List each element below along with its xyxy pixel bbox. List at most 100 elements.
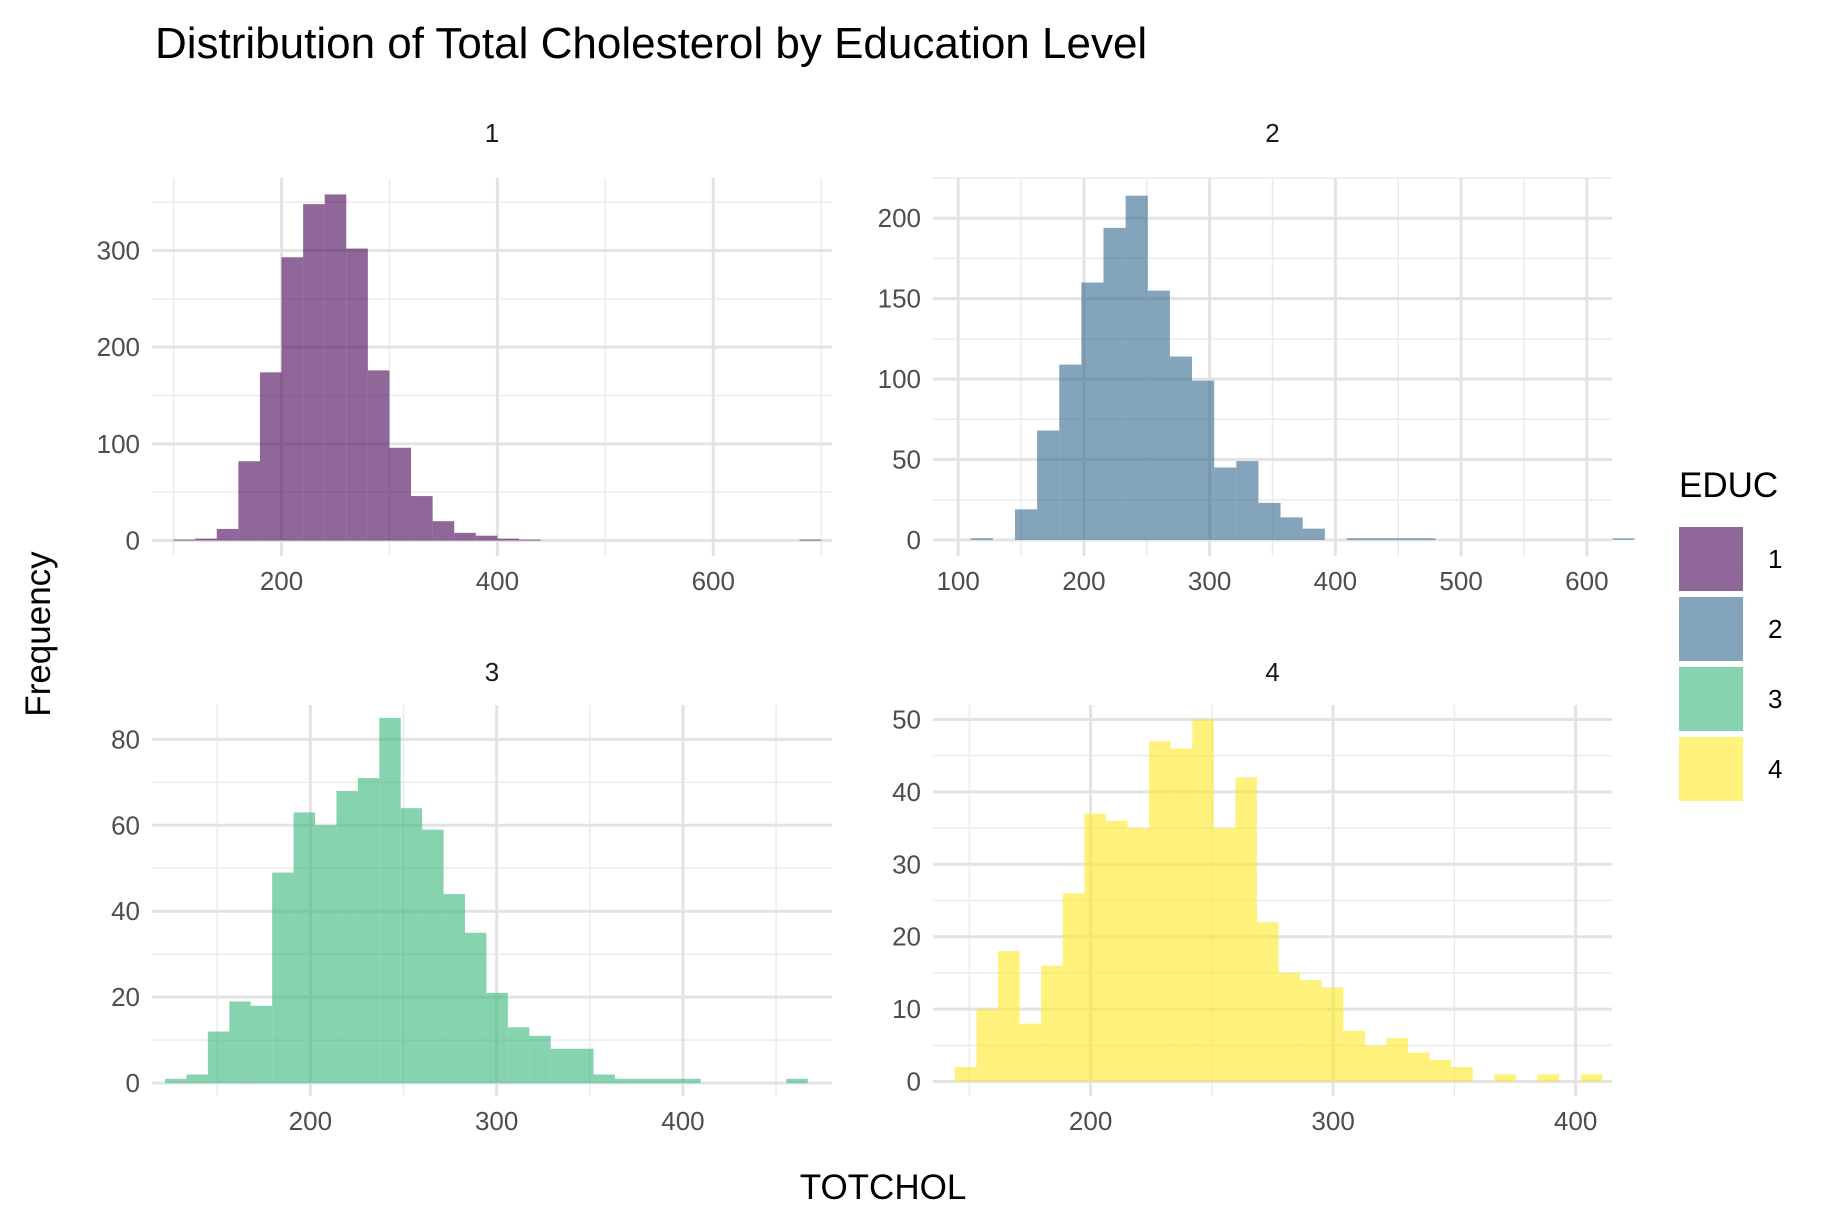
histogram-bar [400,808,423,1084]
facet-strip-label: 1 [485,118,499,148]
x-tick-label: 400 [1314,566,1357,596]
y-axis-title: Frequency [19,551,58,717]
histogram-bar [1386,1038,1409,1082]
histogram-bar [1084,813,1106,1082]
histogram-bar [1214,467,1237,540]
y-tick-label: 60 [111,810,140,840]
x-tick-label: 400 [476,566,519,596]
histogram-bar [572,1048,594,1084]
x-tick-label: 600 [692,566,735,596]
legend-key-swatch [1679,597,1743,661]
histogram-bar [1343,1030,1365,1082]
x-tick-label: 200 [1062,566,1105,596]
histogram-bar [1170,748,1193,1082]
histogram-bar [1369,538,1392,540]
histogram-bar [281,257,304,541]
facet-strip-label: 3 [485,657,499,687]
y-tick-label: 100 [878,364,921,394]
histogram-bar [432,521,455,541]
histogram-bar [195,538,217,541]
histogram-bar [367,370,390,541]
facet-panel-1: 1 200 400 600 0 100 200 300 [97,118,832,596]
histogram-bar [1258,502,1281,540]
histogram-bar [454,532,476,541]
histogram-bar [464,932,487,1084]
histogram-bar [346,248,368,541]
histogram-bar [1125,195,1148,540]
histogram-bar [1537,1074,1560,1082]
histogram-bar [1103,227,1126,540]
histogram-bar [186,1074,208,1084]
histogram-bar [1321,987,1344,1082]
histogram-bar [529,1035,551,1084]
y-tick-label: 80 [111,724,140,754]
facet-panel-2: 2 100 200 300 400 500 600 0 50 100 150 200 [878,118,1635,596]
legend-key-label: 2 [1768,614,1782,644]
y-tick-label: 300 [97,236,140,266]
histogram-bar [1494,1074,1516,1082]
y-tick-label: 0 [126,1068,140,1098]
facet-panel-3: 3 200 300 400 0 20 40 60 80 [111,657,832,1136]
histogram-bar [207,1031,230,1084]
x-tick-label: 200 [260,566,303,596]
histogram-bar [1300,980,1322,1082]
histogram-bar [1081,282,1104,540]
histogram-bar [1019,1023,1042,1082]
y-tick-label: 200 [97,332,140,362]
histogram-bar [1612,538,1635,540]
legend: EDUC 1 2 3 4 [1679,466,1782,801]
histogram-bar [799,539,822,541]
facet-panel-4: 4 200 300 400 0 10 20 30 40 50 [892,657,1612,1136]
histogram-bar [1280,517,1303,540]
x-tick-label: 300 [1311,1106,1354,1136]
histogram-bar [293,812,316,1084]
histogram-bar [379,717,401,1084]
histogram-bar [1413,538,1436,540]
histogram-bar [507,1027,530,1084]
y-tick-label: 50 [892,444,921,474]
histogram-bar [259,372,282,541]
histogram-bar [1169,356,1193,540]
legend-key-swatch [1679,737,1743,801]
histogram-bar [636,1078,658,1084]
histogram-bar [497,538,519,541]
histogram-bar [1014,509,1038,540]
x-tick-label: 300 [1188,566,1231,596]
histogram-bar [1346,538,1370,540]
y-tick-label: 40 [111,896,140,926]
histogram-bar [1391,538,1414,540]
x-tick-label: 200 [289,1106,332,1136]
histogram-bar [786,1078,808,1084]
histogram-bar [954,1067,977,1082]
histogram-bar [1037,430,1060,540]
histogram-bar [593,1074,615,1084]
histogram-bar [550,1048,573,1084]
histogram-bar [229,1001,251,1084]
histogram-bar [303,204,325,541]
chart-title: Distribution of Total Cholesterol by Edu… [155,19,1147,68]
legend-key-swatch [1679,527,1743,591]
x-tick-label: 400 [1554,1106,1597,1136]
histogram-bar [272,872,294,1084]
y-tick-label: 30 [892,849,921,879]
histogram-bar [1256,922,1279,1082]
legend-key-label: 1 [1768,544,1782,574]
facet-strip-label: 4 [1265,657,1279,687]
histogram-bar [1580,1074,1603,1082]
histogram-bar [389,447,412,541]
histogram-bar [443,894,465,1084]
histogram-bar [1213,828,1236,1082]
histogram-bar [1236,461,1259,540]
y-tick-label: 0 [907,1067,921,1097]
histogram-bar [1429,1059,1452,1082]
y-tick-label: 40 [892,777,921,807]
legend-key-swatch [1679,667,1743,731]
histogram-bar [336,790,358,1084]
histogram-bar [1149,741,1171,1082]
histogram-bar [1278,972,1301,1082]
y-tick-label: 10 [892,994,921,1024]
histogram-bar [976,1009,998,1082]
histogram-bar [1192,719,1214,1082]
histogram-bar [1041,965,1063,1082]
